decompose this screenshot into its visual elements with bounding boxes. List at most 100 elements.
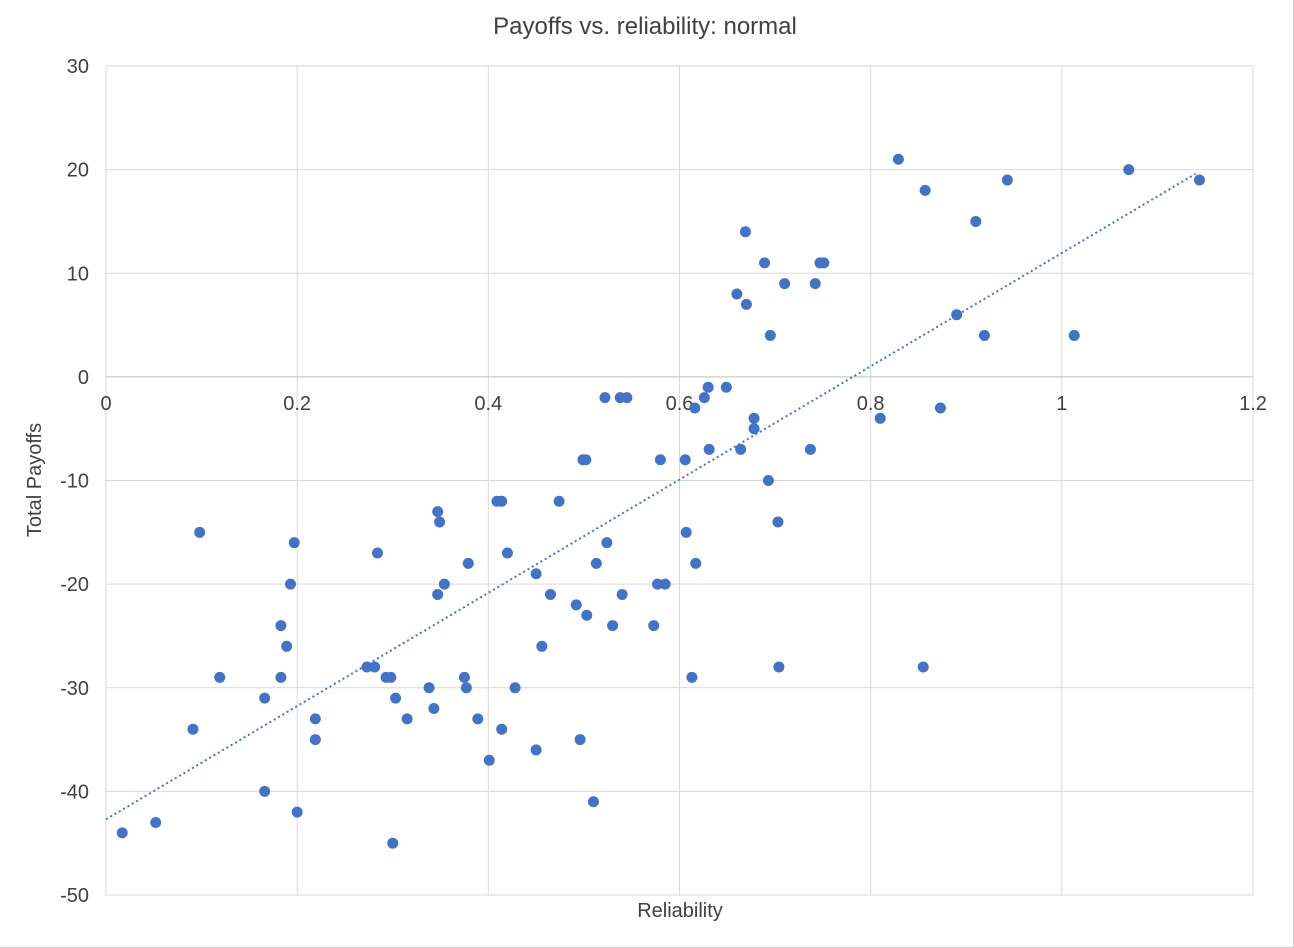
data-point [423, 682, 435, 694]
data-point [680, 526, 692, 538]
chart-title: Payoffs vs. reliability: normal [493, 13, 797, 40]
data-point [432, 506, 444, 518]
data-point [116, 827, 128, 839]
y-tick-label: 30 [67, 56, 89, 78]
data-point [309, 734, 321, 746]
data-point [740, 298, 752, 310]
data-point [1193, 174, 1205, 186]
data-point [434, 516, 446, 528]
data-point [570, 599, 582, 611]
data-point [580, 454, 592, 466]
data-point [762, 475, 774, 486]
data-point [291, 806, 303, 818]
y-tick-label: -20 [60, 574, 89, 596]
data-point [275, 671, 287, 683]
data-points [116, 153, 1205, 849]
x-tick-label: 1 [1056, 393, 1067, 415]
gridlines [105, 65, 1254, 896]
data-point [616, 588, 628, 600]
data-point [759, 257, 771, 269]
trendline [105, 172, 1197, 821]
data-point [288, 537, 300, 549]
data-point [874, 412, 886, 424]
data-point [818, 257, 830, 269]
data-point [275, 620, 287, 632]
data-point [187, 723, 199, 735]
data-point [530, 568, 542, 580]
data-point [150, 816, 162, 828]
data-point [281, 640, 293, 652]
data-point [764, 329, 776, 341]
data-point [735, 443, 747, 455]
x-tick-label: 0.6 [666, 393, 694, 415]
data-point [496, 723, 508, 735]
y-tick-label: 0 [78, 367, 89, 389]
y-tick-label: -40 [60, 781, 89, 803]
data-point [720, 381, 732, 393]
data-point [1068, 329, 1080, 341]
data-point [530, 744, 542, 756]
data-point [401, 713, 413, 725]
data-point [581, 609, 593, 621]
data-point [599, 392, 611, 404]
data-point [652, 578, 664, 590]
data-point [679, 454, 691, 466]
y-tick-label: -50 [60, 885, 89, 907]
data-point [917, 661, 929, 673]
y-tick-label: -30 [60, 678, 89, 700]
data-point [574, 734, 586, 746]
data-point [703, 443, 715, 455]
data-point [428, 702, 440, 714]
x-axis-label: Reliability [637, 900, 723, 922]
data-point [553, 495, 565, 507]
data-point [587, 796, 599, 808]
data-point [371, 547, 383, 559]
data-point [698, 392, 710, 404]
data-point [432, 588, 444, 600]
data-point [369, 661, 381, 673]
data-point [804, 443, 816, 455]
x-tick-label: 1.2 [1239, 393, 1267, 415]
x-tick-label: 0 [100, 393, 111, 415]
data-point [748, 423, 760, 435]
data-point [748, 412, 760, 424]
data-point [458, 671, 470, 683]
data-point [259, 692, 271, 704]
y-axis-label: Total Payoffs [24, 423, 46, 537]
data-point [659, 578, 671, 590]
data-point [501, 547, 513, 559]
data-point [214, 671, 226, 683]
x-tick-label: 0.4 [474, 393, 502, 415]
tick-labels: 0 0.2 0.4 0.6 0.8 1 1.2 30 20 10 0 -10 -20 -30 -40 -50 [60, 56, 1267, 907]
data-point [978, 329, 990, 341]
y-tick-label: 20 [67, 160, 89, 182]
data-point [194, 526, 206, 538]
data-point [1123, 164, 1135, 176]
data-point [689, 402, 701, 414]
data-point [648, 620, 660, 632]
data-point [654, 454, 666, 466]
data-point [387, 837, 399, 849]
data-point [731, 288, 743, 300]
data-point [509, 682, 521, 694]
data-point [951, 309, 963, 321]
x-tick-label: 0.8 [857, 393, 885, 415]
x-tick-label: 0.2 [283, 393, 311, 415]
data-point [892, 153, 904, 165]
data-point [385, 671, 397, 683]
data-point [919, 184, 931, 196]
y-tick-label: -10 [60, 471, 89, 493]
data-point [472, 713, 484, 725]
y-tick-label: 10 [67, 263, 89, 285]
data-point [607, 620, 619, 632]
data-point [390, 692, 402, 704]
data-point [544, 588, 556, 600]
data-point [601, 537, 613, 549]
data-point [1001, 174, 1013, 186]
data-point [438, 578, 450, 590]
data-point [483, 754, 495, 766]
data-point [772, 516, 784, 528]
data-point [284, 578, 296, 590]
data-point [590, 557, 602, 569]
